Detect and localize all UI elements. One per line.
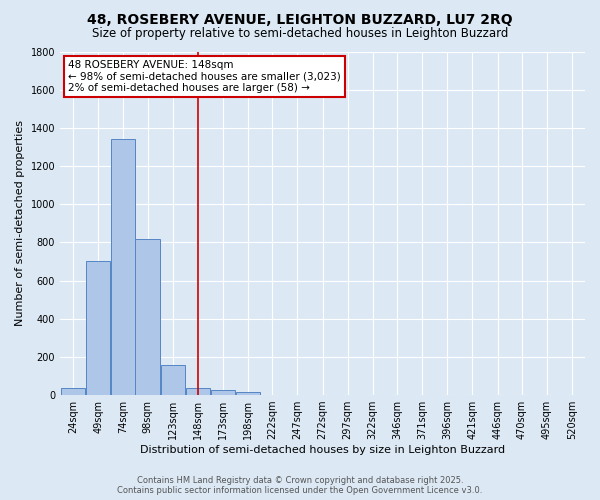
Bar xyxy=(61,388,85,395)
Text: Size of property relative to semi-detached houses in Leighton Buzzard: Size of property relative to semi-detach… xyxy=(92,28,508,40)
Text: 48, ROSEBERY AVENUE, LEIGHTON BUZZARD, LU7 2RQ: 48, ROSEBERY AVENUE, LEIGHTON BUZZARD, L… xyxy=(87,12,513,26)
Bar xyxy=(211,390,235,395)
Text: 48 ROSEBERY AVENUE: 148sqm
← 98% of semi-detached houses are smaller (3,023)
2% : 48 ROSEBERY AVENUE: 148sqm ← 98% of semi… xyxy=(68,60,341,94)
Bar xyxy=(186,388,210,395)
Bar xyxy=(136,238,160,395)
Bar xyxy=(112,140,136,395)
Y-axis label: Number of semi-detached properties: Number of semi-detached properties xyxy=(15,120,25,326)
Bar xyxy=(86,262,110,395)
Bar xyxy=(236,392,260,395)
Text: Contains HM Land Registry data © Crown copyright and database right 2025.
Contai: Contains HM Land Registry data © Crown c… xyxy=(118,476,482,495)
X-axis label: Distribution of semi-detached houses by size in Leighton Buzzard: Distribution of semi-detached houses by … xyxy=(140,445,505,455)
Bar xyxy=(161,366,185,395)
